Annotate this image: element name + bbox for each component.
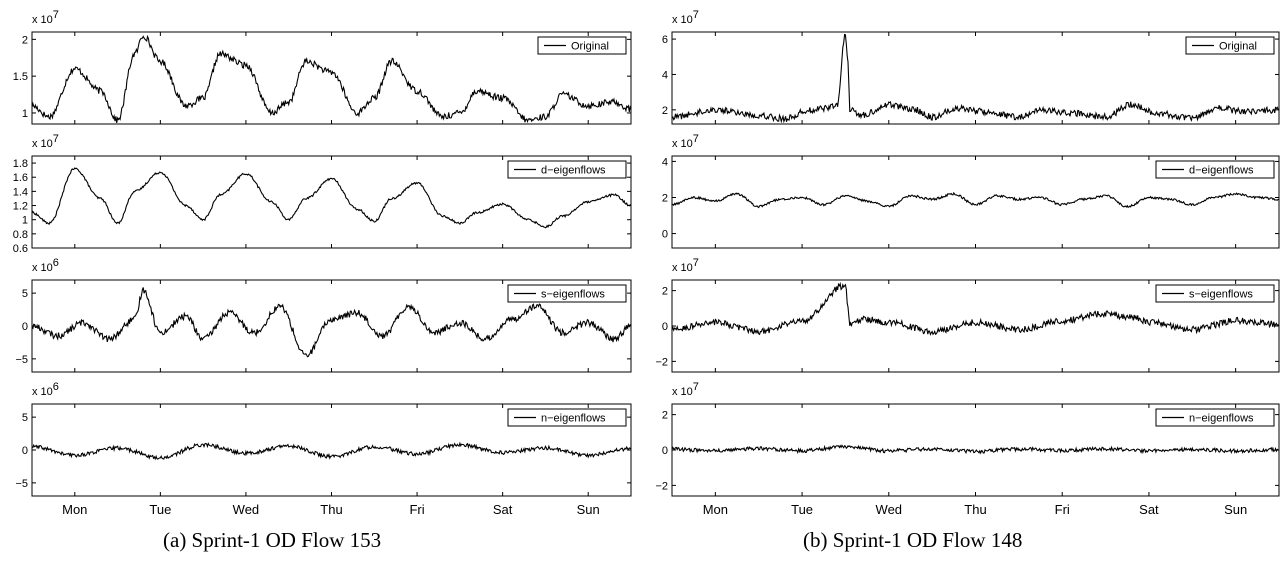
exponent-label: x 107 xyxy=(672,257,699,274)
legend-label: s−eigenflows xyxy=(541,289,605,301)
ytick-label: 1.6 xyxy=(13,172,28,184)
xtick-label: Mon xyxy=(703,502,728,517)
series-line xyxy=(31,441,632,461)
legend-box xyxy=(1155,284,1275,303)
ytick-label: 1.4 xyxy=(13,186,28,198)
legend-label: n−eigenflows xyxy=(541,413,606,425)
exponent-label: x 106 xyxy=(32,381,59,398)
ytick-label: 6 xyxy=(662,34,668,46)
xtick-label: Wed xyxy=(876,502,903,517)
legend-label: Original xyxy=(571,41,609,53)
ytick-label: 2 xyxy=(22,34,28,46)
ytick-label: −5 xyxy=(15,354,28,366)
legend-box xyxy=(507,408,627,427)
panel-6: 0 2 4 x 107 d−eigenflows xyxy=(662,133,1280,249)
ytick-label: 0 xyxy=(662,321,668,333)
ytick-label: 1.2 xyxy=(13,201,28,213)
legend-box xyxy=(507,160,627,179)
series-line xyxy=(31,287,632,358)
xtick-label: Fri xyxy=(1055,502,1070,517)
xtick-label: Wed xyxy=(233,502,260,517)
legend-box xyxy=(537,36,627,55)
panel-1: 1 1.5 2 x 107 Original xyxy=(13,9,632,125)
ytick-label: 2 xyxy=(662,105,668,117)
exponent-label: x 106 xyxy=(32,257,59,274)
panel-8: −2 0 2 x 107 Mon Tue Wed Thu Fri Sat Sun n−eigenflo… xyxy=(655,381,1280,517)
exponent-label: x 107 xyxy=(672,133,699,150)
legend-label: d−eigenflows xyxy=(541,165,606,177)
legend-box xyxy=(1155,160,1275,179)
xtick-label: Sat xyxy=(1139,502,1159,517)
ytick-label: 4 xyxy=(662,156,668,168)
series-line xyxy=(31,34,632,124)
xtick-label: Tue xyxy=(149,502,171,517)
xtick-label: Sun xyxy=(577,502,600,517)
panel-2: 0.6 0.8 1 1.2 1.4 1.6 1.8 x 107 d−eigenflows xyxy=(13,133,632,255)
exponent-label: x 107 xyxy=(32,9,59,26)
ytick-label: 1.5 xyxy=(13,71,28,83)
xtick-label: Sat xyxy=(493,502,513,517)
xtick-label: Mon xyxy=(62,502,87,517)
legend-label: Original xyxy=(1219,41,1257,53)
ytick-label: 5 xyxy=(22,288,28,300)
panel-3: −5 0 5 x 106 s−eigenflows xyxy=(15,257,632,373)
exponent-label: x 107 xyxy=(672,381,699,398)
series-line xyxy=(671,33,1280,124)
panel-4: −5 0 5 x 106 Mon Tue Wed Thu Fri Sat Sun n−eigenflo… xyxy=(15,381,632,517)
ytick-label: 5 xyxy=(22,412,28,424)
ytick-label: 0 xyxy=(662,229,668,241)
xtick-label: Fri xyxy=(409,502,424,517)
ytick-label: 2 xyxy=(662,286,668,298)
ytick-label: −5 xyxy=(15,478,28,490)
series-line xyxy=(671,191,1280,209)
ytick-label: 0.8 xyxy=(13,229,28,241)
exponent-label: x 107 xyxy=(672,9,699,26)
xtick-label: Tue xyxy=(791,502,813,517)
legend-label: s−eigenflows xyxy=(1189,289,1253,301)
ytick-label: −2 xyxy=(655,356,668,368)
ytick-label: −2 xyxy=(655,480,668,492)
legend-label: n−eigenflows xyxy=(1189,413,1254,425)
ytick-label: 0 xyxy=(662,445,668,457)
panel-7: −2 0 2 x 107 s−eigenflows xyxy=(655,257,1280,373)
exponent-label: x 107 xyxy=(32,133,59,150)
xtick-label: Thu xyxy=(320,502,342,517)
ytick-label: 1 xyxy=(22,108,28,120)
series-line xyxy=(31,167,632,229)
ytick-label: 4 xyxy=(662,69,668,81)
series-line xyxy=(671,444,1279,455)
ytick-label: 0 xyxy=(22,321,28,333)
ytick-label: 0.6 xyxy=(13,243,28,255)
legend-box xyxy=(1185,36,1275,55)
legend-box xyxy=(507,284,627,303)
xtick-label: Sun xyxy=(1224,502,1247,517)
ytick-label: 2 xyxy=(662,192,668,204)
caption-right: (b) Sprint-1 OD Flow 148 xyxy=(803,528,1023,552)
legend-label: d−eigenflows xyxy=(1189,165,1254,177)
ytick-label: 1 xyxy=(22,215,28,227)
series-line xyxy=(671,281,1280,336)
legend-box xyxy=(1155,408,1275,427)
ytick-label: 2 xyxy=(662,410,668,422)
panel-5: 2 4 6 x 107 Original xyxy=(662,9,1280,125)
xtick-label: Thu xyxy=(964,502,986,517)
ytick-label: 1.8 xyxy=(13,158,28,170)
caption-left: (a) Sprint-1 OD Flow 153 xyxy=(163,528,382,552)
ytick-label: 0 xyxy=(22,445,28,457)
